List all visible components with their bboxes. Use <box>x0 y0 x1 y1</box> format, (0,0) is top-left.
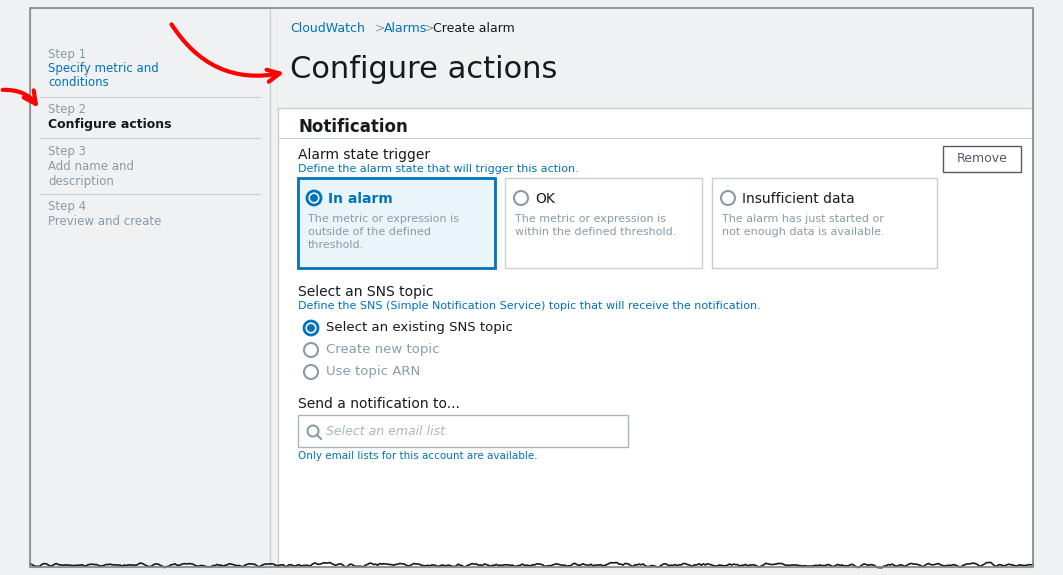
Text: Notification: Notification <box>298 118 408 136</box>
Text: Preview and create: Preview and create <box>48 215 162 228</box>
Circle shape <box>304 365 318 379</box>
Circle shape <box>721 191 735 205</box>
FancyBboxPatch shape <box>943 146 1020 172</box>
Text: Specify metric and: Specify metric and <box>48 62 158 75</box>
Text: Step 1: Step 1 <box>48 48 86 61</box>
Text: CloudWatch: CloudWatch <box>290 21 365 34</box>
Text: OK: OK <box>535 192 555 206</box>
Text: Configure actions: Configure actions <box>290 55 557 84</box>
Text: Only email lists for this account are available.: Only email lists for this account are av… <box>298 451 538 461</box>
Text: Create new topic: Create new topic <box>326 343 439 356</box>
Text: conditions: conditions <box>48 76 108 89</box>
FancyBboxPatch shape <box>505 178 702 268</box>
Text: The alarm has just started or: The alarm has just started or <box>722 214 883 224</box>
Text: Step 2: Step 2 <box>48 103 86 116</box>
Text: Send a notification to...: Send a notification to... <box>298 397 460 411</box>
Text: In alarm: In alarm <box>328 192 392 206</box>
Text: >: > <box>424 21 435 34</box>
Text: Remove: Remove <box>957 152 1008 166</box>
Text: Use topic ARN: Use topic ARN <box>326 365 420 378</box>
Text: The metric or expression is: The metric or expression is <box>514 214 667 224</box>
FancyBboxPatch shape <box>712 178 937 268</box>
Text: Create alarm: Create alarm <box>433 21 514 34</box>
Text: Select an existing SNS topic: Select an existing SNS topic <box>326 321 512 334</box>
Text: Define the SNS (Simple Notification Service) topic that will receive the notific: Define the SNS (Simple Notification Serv… <box>298 301 761 311</box>
FancyBboxPatch shape <box>298 415 628 447</box>
FancyBboxPatch shape <box>279 8 1033 567</box>
Text: Select an SNS topic: Select an SNS topic <box>298 285 434 299</box>
Text: Insufficient data: Insufficient data <box>742 192 855 206</box>
Circle shape <box>304 321 318 335</box>
Text: not enough data is available.: not enough data is available. <box>722 227 884 237</box>
Circle shape <box>307 191 321 205</box>
Text: Add name and: Add name and <box>48 160 134 173</box>
Circle shape <box>310 194 318 202</box>
Text: within the defined threshold.: within the defined threshold. <box>514 227 676 237</box>
Text: The metric or expression is: The metric or expression is <box>308 214 459 224</box>
FancyBboxPatch shape <box>30 8 270 567</box>
Text: Step 3: Step 3 <box>48 145 86 158</box>
Circle shape <box>304 343 318 357</box>
Circle shape <box>514 191 528 205</box>
Text: Step 4: Step 4 <box>48 200 86 213</box>
Text: outside of the defined: outside of the defined <box>308 227 431 237</box>
FancyBboxPatch shape <box>298 178 495 268</box>
FancyBboxPatch shape <box>279 8 1033 108</box>
Text: Alarms: Alarms <box>384 21 427 34</box>
Text: Alarm state trigger: Alarm state trigger <box>298 148 431 162</box>
Text: threshold.: threshold. <box>308 240 365 250</box>
Text: Configure actions: Configure actions <box>48 118 171 131</box>
Text: description: description <box>48 175 114 188</box>
Text: Select an email list: Select an email list <box>326 425 445 438</box>
Circle shape <box>307 324 315 332</box>
Text: >: > <box>375 21 386 34</box>
Text: Define the alarm state that will trigger this action.: Define the alarm state that will trigger… <box>298 164 578 174</box>
